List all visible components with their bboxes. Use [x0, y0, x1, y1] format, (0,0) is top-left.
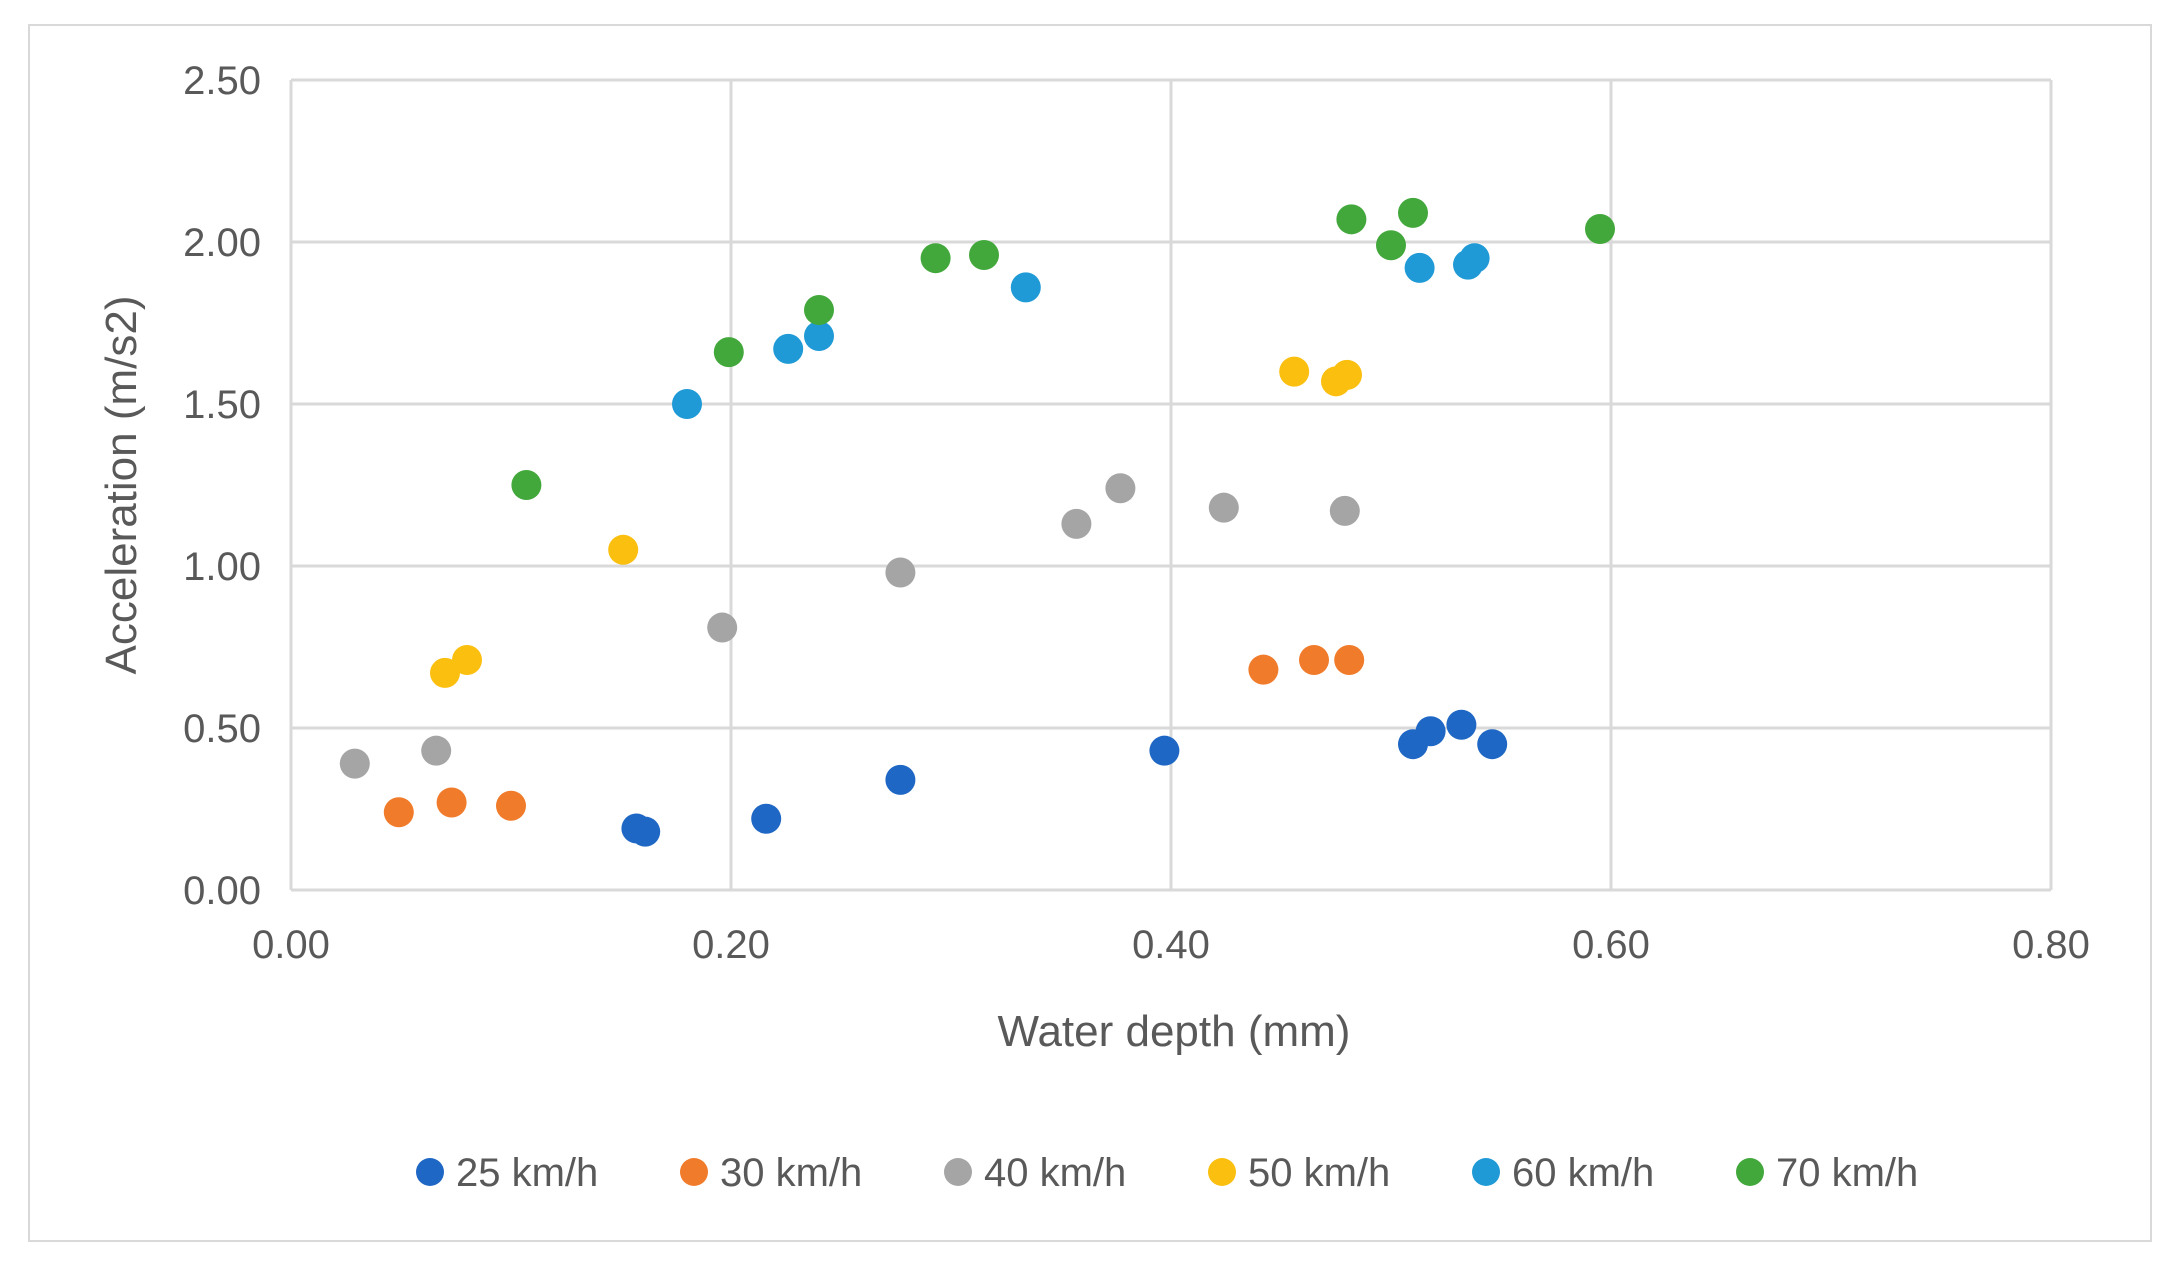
- data-point-60-km-h: [804, 320, 834, 351]
- legend-marker: [944, 1158, 972, 1186]
- data-point-60-km-h: [1010, 272, 1041, 303]
- data-point-40-km-h: [339, 748, 370, 779]
- x-axis-ticks: 0.00 0.20 0.40 0.60 0.80: [252, 923, 2090, 967]
- data-point-50-km-h: [430, 657, 460, 688]
- x-tick-label: 0.80: [2012, 923, 2090, 967]
- x-tick-label: 0.00: [252, 923, 330, 967]
- y-axis-title: Acceleration (m/s2): [97, 295, 146, 674]
- legend-item: 25 km/h: [416, 1151, 598, 1195]
- data-point-40-km-h: [885, 557, 916, 588]
- data-point-40-km-h: [1105, 473, 1136, 504]
- data-point-50-km-h: [608, 534, 639, 565]
- data-point-30-km-h: [496, 790, 526, 821]
- data-point-40-km-h: [1329, 495, 1360, 526]
- legend-marker: [1208, 1158, 1236, 1186]
- data-point-30-km-h: [1334, 644, 1365, 675]
- data-point-25-km-h: [1415, 716, 1446, 747]
- legend-item: 40 km/h: [944, 1151, 1126, 1195]
- data-point-70-km-h: [1336, 204, 1367, 235]
- data-point-50-km-h: [1332, 359, 1362, 390]
- y-axis-ticks: 0.00 0.50 1.00 1.50 2.00 2.50: [183, 59, 261, 913]
- data-point-40-km-h: [1208, 492, 1239, 523]
- y-tick-label: 2.50: [183, 59, 261, 103]
- data-point-50-km-h: [452, 644, 482, 675]
- y-tick-label: 1.50: [183, 383, 261, 427]
- data-point-60-km-h: [773, 333, 804, 364]
- data-point-70-km-h: [920, 243, 951, 274]
- data-point-30-km-h: [1248, 654, 1279, 685]
- legend-item: 60 km/h: [1472, 1151, 1654, 1195]
- chart-frame: [28, 24, 2152, 1242]
- legend-label: 25 km/h: [456, 1151, 598, 1195]
- legend-item: 50 km/h: [1208, 1151, 1390, 1195]
- x-tick-label: 0.60: [1572, 923, 1650, 967]
- data-point-25-km-h: [885, 764, 916, 795]
- x-axis-title: Water depth (mm): [998, 1007, 1351, 1056]
- data-point-25-km-h: [1149, 735, 1180, 766]
- legend-label: 50 km/h: [1248, 1151, 1390, 1195]
- data-point-70-km-h: [713, 337, 744, 368]
- data-point-70-km-h: [1585, 214, 1615, 245]
- gridlines: [289, 78, 2053, 892]
- legend-label: 70 km/h: [1776, 1151, 1918, 1195]
- data-point-25-km-h: [1446, 709, 1477, 740]
- data-point-30-km-h: [383, 797, 414, 828]
- data-point-25-km-h: [1477, 729, 1508, 760]
- data-point-25-km-h: [630, 816, 661, 847]
- legend-item: 70 km/h: [1736, 1151, 1918, 1195]
- legend-label: 30 km/h: [720, 1151, 862, 1195]
- data-point-25-km-h: [751, 803, 782, 834]
- data-point-30-km-h: [1299, 644, 1329, 675]
- y-tick-label: 0.50: [183, 707, 261, 751]
- data-point-40-km-h: [1061, 508, 1092, 539]
- data-point-60-km-h: [1404, 252, 1435, 283]
- y-tick-label: 0.00: [183, 869, 261, 913]
- legend-marker: [1472, 1158, 1500, 1186]
- y-tick-label: 1.00: [183, 545, 261, 589]
- legend-label: 40 km/h: [984, 1151, 1126, 1195]
- data-points: [339, 197, 1615, 847]
- x-tick-label: 0.20: [692, 923, 770, 967]
- data-point-40-km-h: [421, 735, 452, 766]
- data-point-70-km-h: [1398, 197, 1428, 228]
- data-point-70-km-h: [804, 295, 834, 326]
- data-point-50-km-h: [1279, 356, 1310, 387]
- data-point-60-km-h: [1459, 243, 1490, 274]
- legend-marker: [680, 1158, 708, 1186]
- data-point-60-km-h: [672, 389, 702, 419]
- legend-marker: [1736, 1158, 1764, 1186]
- legend-marker: [416, 1158, 444, 1186]
- data-point-40-km-h: [707, 612, 738, 643]
- x-tick-label: 0.40: [1132, 923, 1210, 967]
- data-point-70-km-h: [1376, 230, 1406, 261]
- data-point-70-km-h: [969, 239, 999, 270]
- legend-label: 60 km/h: [1512, 1151, 1654, 1195]
- legend: 25 km/h 30 km/h 40 km/h 50 km/h 60 km/h 70 km…: [416, 1151, 1918, 1195]
- data-point-70-km-h: [511, 470, 542, 500]
- legend-item: 30 km/h: [680, 1151, 862, 1195]
- y-tick-label: 2.00: [183, 221, 261, 265]
- data-point-30-km-h: [436, 787, 467, 818]
